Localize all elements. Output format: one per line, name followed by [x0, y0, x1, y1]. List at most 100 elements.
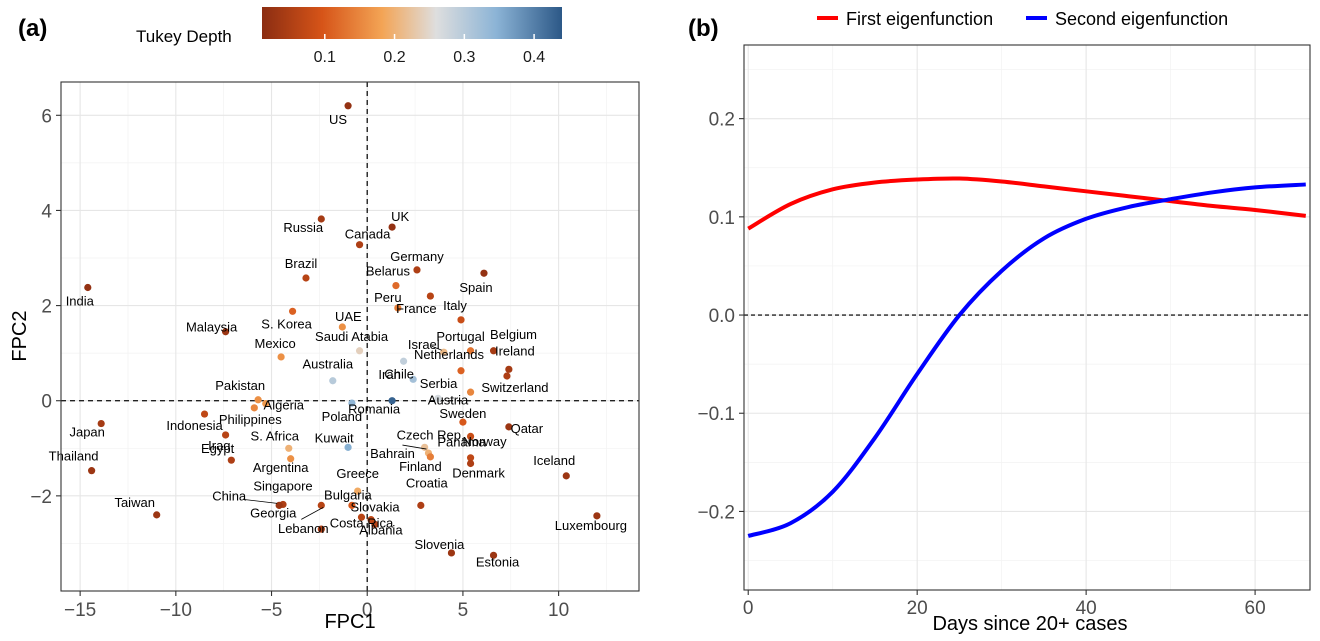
point-georgia: [317, 501, 325, 509]
point-label-georgia: Georgia: [250, 505, 297, 520]
colorbar: Tukey Depth 0.1 0.2 0.3 0.4: [136, 7, 562, 66]
point-label-denmark: Denmark: [452, 466, 505, 481]
point-croatia: [417, 501, 425, 509]
point-s-africa: [285, 444, 293, 452]
grid: [61, 82, 639, 591]
point-denmark: [466, 459, 475, 468]
point-label-norway: Norway: [463, 434, 508, 449]
point-label-mexico: Mexico: [255, 336, 296, 351]
point-label-iraq: Iraq: [208, 438, 230, 453]
legend: First eigenfunction Second eigenfunction: [817, 9, 1228, 29]
point-canada: [355, 241, 364, 249]
x-axis-title: FPC1: [324, 611, 375, 633]
plot-frame: [743, 44, 1311, 591]
scatter-panel: US UK Russia Canada Germany Spain Brazil Belaru…: [9, 81, 640, 633]
point-ireland: [505, 365, 513, 373]
point-finland: [426, 453, 434, 461]
plot-frame: [60, 81, 640, 592]
x-tick-label: 0: [743, 598, 754, 619]
point-label-japan: Japan: [69, 425, 104, 440]
x-ticks: 0 20 40 60: [743, 590, 1266, 619]
point-label-indonesia: Indonesia: [166, 418, 223, 433]
y-tick-label: 0.2: [709, 110, 735, 131]
point-label-uae: UAE: [335, 309, 362, 324]
point-kuwait: [344, 443, 352, 451]
point-label-ireland: Ireland: [495, 343, 535, 358]
point-serbia: [466, 388, 475, 396]
x-tick-label: 20: [907, 598, 928, 619]
line-panel: 0 20 40 60 −0.2 −0.1 0.0 0.1 0.2 Days since 20+…: [697, 44, 1311, 635]
leader-line: [301, 507, 324, 520]
point-label-us: US: [329, 112, 347, 127]
point-label-egypt: Egypt: [201, 441, 235, 456]
colorbar-ticks: 0.1 0.2 0.3 0.4: [314, 34, 545, 66]
point-qatar: [505, 423, 513, 431]
point-label-czech-rep: Czech Rep.: [397, 427, 465, 442]
point-label-bulgaria: Bulgaria: [324, 487, 372, 502]
point-netherlands: [457, 367, 465, 375]
point-france: [426, 292, 434, 300]
point-romania: [388, 397, 396, 405]
point-india: [84, 283, 92, 292]
point-label-france: France: [396, 301, 436, 316]
y-tick-label: 2: [41, 297, 52, 318]
panel-b-tag: (b): [688, 15, 719, 42]
x-tick-label: 5: [458, 600, 469, 621]
colorbar-tick-label: 0.3: [453, 49, 475, 66]
point-chile: [409, 375, 417, 383]
legend-label-first: First eigenfunction: [846, 9, 993, 29]
point-indonesia: [200, 410, 209, 418]
point-italy: [457, 316, 465, 324]
point-label-iceland: Iceland: [533, 453, 575, 468]
point-label-costa-rica: Costa Rica: [330, 515, 394, 530]
y-axis-title: FPC2: [9, 310, 31, 361]
colorbar-tick-label: 0.1: [314, 49, 336, 66]
colorbar-title: Tukey Depth: [136, 27, 232, 46]
y-ticks: −2 0 2 4 6: [30, 106, 61, 508]
point-label-taiwan: Taiwan: [114, 495, 154, 510]
point-label-albania: Albania: [359, 522, 403, 537]
point-poland: [348, 399, 356, 407]
point-label-brazil: Brazil: [285, 256, 318, 271]
point-pakistan: [254, 396, 262, 404]
point-albania: [371, 520, 379, 529]
point-label-qatar: Qatar: [511, 421, 544, 436]
x-tick-label: −5: [261, 600, 283, 621]
point-label-lebanon: Lebanon: [278, 521, 329, 536]
point-label-finland: Finland: [399, 459, 442, 474]
point-sweden: [459, 418, 467, 426]
point-label-greece: Greece: [336, 466, 379, 481]
point-us: [344, 102, 352, 110]
point-label-singapore: Singapore: [253, 478, 312, 493]
point-belgium: [489, 347, 498, 355]
x-tick-label: 10: [548, 600, 569, 621]
x-tick-label: −15: [64, 600, 96, 621]
point-s-korea: [288, 307, 297, 315]
point-label-germany: Germany: [390, 249, 444, 264]
x-tick-label: −10: [160, 600, 192, 621]
point-label-algeria: Algeria: [264, 398, 305, 413]
point-greece: [354, 487, 362, 495]
point-label-peru: Peru: [374, 290, 401, 305]
point-label-philippines: Philippines: [219, 412, 282, 427]
point-label-malaysia: Malaysia: [186, 320, 238, 335]
x-axis-title: Days since 20+ cases: [932, 613, 1127, 635]
point-costa-rica: [357, 513, 366, 521]
point-label-chile: Chile: [384, 366, 414, 381]
point-uae: [338, 323, 346, 331]
point-label-kuwait: Kuwait: [315, 430, 354, 445]
y-tick-label: −2: [30, 487, 52, 508]
point-philippines: [250, 404, 258, 412]
panel-a-tag: (a): [18, 15, 47, 42]
point-label-china: China: [212, 488, 247, 503]
x-ticks: −15 −10 −5 0 5 10: [64, 591, 569, 621]
point-thailand: [88, 467, 96, 475]
point-argentina: [287, 455, 295, 463]
y-tick-label: 6: [41, 106, 52, 127]
point-china: [275, 501, 283, 509]
point-label-panama: Panama: [437, 434, 486, 449]
y-ticks: −0.2 −0.1 0.0 0.1 0.2: [697, 110, 744, 523]
point-saudi-atabia: [355, 347, 364, 355]
point-label-austria: Austria: [428, 392, 469, 407]
